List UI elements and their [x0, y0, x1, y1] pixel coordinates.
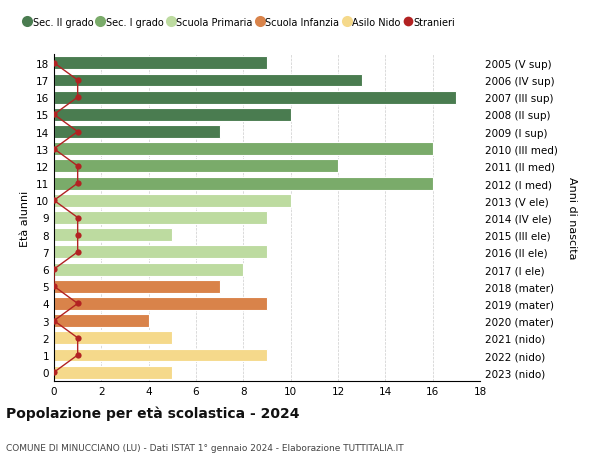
Bar	[54, 332, 172, 345]
Bar	[54, 143, 433, 156]
Bar	[54, 297, 267, 310]
Text: Popolazione per età scolastica - 2024: Popolazione per età scolastica - 2024	[6, 405, 299, 420]
Bar	[54, 57, 267, 70]
Bar	[54, 366, 172, 379]
Bar	[54, 229, 172, 241]
Bar	[54, 246, 267, 259]
Bar	[54, 160, 338, 173]
Text: COMUNE DI MINUCCIANO (LU) - Dati ISTAT 1° gennaio 2024 - Elaborazione TUTTITALIA: COMUNE DI MINUCCIANO (LU) - Dati ISTAT 1…	[6, 443, 404, 452]
Bar	[54, 280, 220, 293]
Bar	[54, 126, 220, 139]
Bar	[54, 195, 290, 207]
Bar	[54, 177, 433, 190]
Bar	[54, 109, 290, 122]
Bar	[54, 263, 244, 276]
Bar	[54, 212, 267, 224]
Y-axis label: Età alunni: Età alunni	[20, 190, 31, 246]
Bar	[54, 349, 267, 362]
Bar	[54, 91, 457, 104]
Bar	[54, 74, 362, 87]
Y-axis label: Anni di nascita: Anni di nascita	[567, 177, 577, 259]
Bar	[54, 314, 149, 327]
Legend: Sec. II grado, Sec. I grado, Scuola Primaria, Scuola Infanzia, Asilo Nido, Stran: Sec. II grado, Sec. I grado, Scuola Prim…	[25, 17, 455, 28]
